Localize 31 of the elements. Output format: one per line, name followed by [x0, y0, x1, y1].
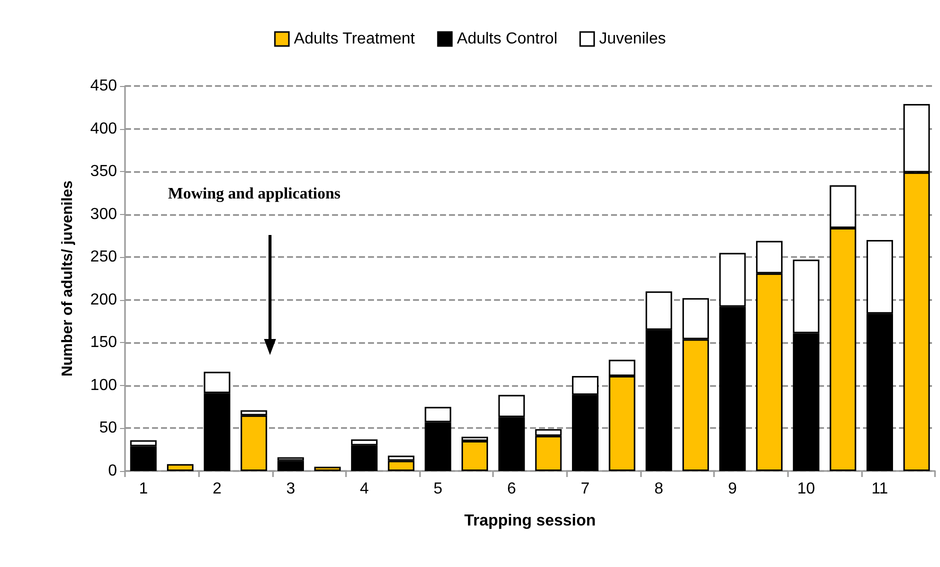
- y-tick-label: 350: [90, 163, 118, 180]
- y-tick-label: 150: [90, 334, 118, 352]
- y-tick-label: 100: [90, 376, 118, 394]
- y-axis-title: Number of adults/ juveniles: [59, 180, 76, 376]
- x-tick-label: 2: [212, 480, 222, 498]
- bar: [166, 464, 194, 471]
- x-tick-label: 4: [360, 480, 369, 498]
- y-tick-label: 0: [108, 462, 118, 480]
- x-tick-label: 5: [434, 480, 442, 498]
- y-tick-label: 200: [90, 291, 118, 308]
- y-tick-label: 400: [90, 120, 118, 138]
- y-tick-label: 50: [99, 420, 118, 437]
- legend-label: Juveniles: [599, 30, 666, 48]
- x-tick-label: 7: [580, 480, 590, 498]
- y-tick-label: 250: [90, 248, 118, 266]
- x-tick-label: 6: [507, 480, 516, 498]
- bar: [462, 441, 488, 471]
- bar: [314, 466, 341, 471]
- x-tick-label: 3: [286, 480, 296, 498]
- x-tick-label: 11: [871, 480, 888, 498]
- bar: [277, 460, 304, 471]
- x-tick-label: 10: [797, 480, 816, 498]
- annotation: Mowing and applications: [168, 186, 340, 202]
- legend-label: Adults Treatment: [294, 30, 416, 48]
- y-tick-label: 300: [90, 206, 118, 223]
- x-tick-label: 8: [654, 480, 664, 498]
- y-tick-label: 450: [90, 78, 118, 94]
- legend-label: Adults Control: [456, 30, 558, 48]
- x-tick-label: 1: [138, 480, 148, 498]
- x-tick-label: 9: [728, 480, 738, 498]
- x-axis-title: Trapping session: [464, 512, 596, 530]
